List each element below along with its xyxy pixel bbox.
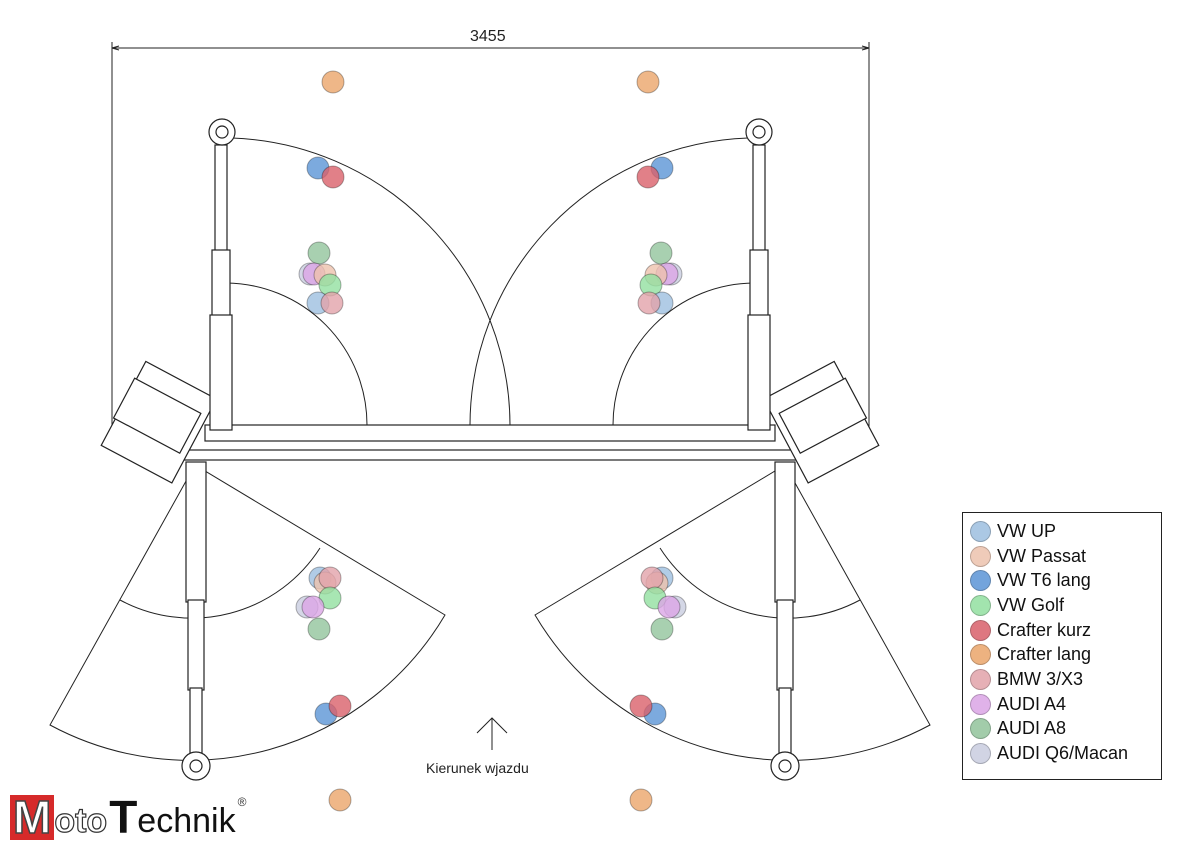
arm-top-right [745,118,773,431]
legend-label: AUDI A8 [997,718,1067,739]
legend-item: VW T6 lang [970,568,1161,593]
pickup-point-crafter-lang [328,788,352,812]
pickup-point-audi-a4 [657,595,681,619]
legend-swatch [970,545,991,567]
legend-swatch [970,619,991,641]
legend-item: Crafter lang [970,642,1161,667]
legend-label: AUDI A4 [997,693,1067,714]
pickup-point-crafter-kurz [636,165,660,189]
legend-item: AUDI A4 [970,692,1161,717]
legend-swatch [970,693,991,715]
arm-top-left [208,118,236,431]
pickup-point-audi-a8 [307,617,331,641]
pickup-point-crafter-kurz [328,694,352,718]
logo-echnik: echnik [137,802,236,840]
pickup-point-audi-a8 [650,617,674,641]
legend-swatch [970,668,991,690]
legend-item: Crafter kurz [970,618,1161,643]
legend-label: VW Golf [997,594,1065,615]
pickup-point-bmw-3-x3 [318,566,342,590]
pickup-point-bmw-3-x3 [640,566,664,590]
legend-item: VW UP [970,519,1161,544]
logo-m: M [10,793,55,841]
direction-arrow-icon [476,717,508,750]
pickup-point-bmw-3-x3 [320,291,344,315]
legend-label: VW UP [997,520,1057,541]
legend-item: BMW 3/X3 [970,667,1161,692]
pickup-point-audi-a8 [307,241,331,265]
arm-bottom-right [770,461,800,781]
legend-swatch [970,520,991,542]
legend-label: Crafter lang [997,644,1092,665]
pickup-point-crafter-kurz [321,165,345,189]
logo-oto: oto [54,801,108,840]
vehicle-pickup-points [295,70,687,812]
legend-item: AUDI Q6/Macan [970,741,1161,766]
pickup-point-crafter-lang [636,70,660,94]
pickup-point-crafter-kurz [629,694,653,718]
legend-label: VW T6 lang [997,570,1091,591]
arm-bottom-left [181,461,211,781]
left-column-motor [100,360,218,484]
legend-label: AUDI Q6/Macan [997,743,1129,764]
arm-swing-sectors-bottom [49,464,931,761]
legend-swatch [970,570,991,592]
pickup-point-audi-a8 [649,241,673,265]
legend-swatch [970,594,991,616]
pickup-point-audi-a4 [301,595,325,619]
legend: VW UP VW Passat VW T6 lang VW Golf Crafter k… [962,512,1162,780]
pickup-point-crafter-lang [629,788,653,812]
pickup-point-crafter-lang [321,70,345,94]
legend-swatch [970,644,991,666]
registered-mark: ® [237,795,247,809]
dimension-line [111,42,870,445]
drive-direction-label: Kierunek wjazdu [426,760,529,776]
mototechnik-logo: M oto T echnik ® [10,791,247,843]
logo-t: T [109,791,138,843]
arm-swing-arcs-top [225,137,755,426]
legend-swatch [970,743,991,765]
legend-label: VW Passat [997,545,1087,566]
crossbeam [159,424,801,461]
legend-item: VW Golf [970,593,1161,618]
legend-swatch [970,718,991,740]
pickup-point-bmw-3-x3 [637,291,661,315]
legend-label: BMW 3/X3 [997,668,1084,689]
dimension-label: 3455 [470,28,506,45]
right-column-motor [762,360,880,484]
legend-item: VW Passat [970,544,1161,569]
legend-item: AUDI A8 [970,717,1161,742]
legend-label: Crafter kurz [997,619,1092,640]
